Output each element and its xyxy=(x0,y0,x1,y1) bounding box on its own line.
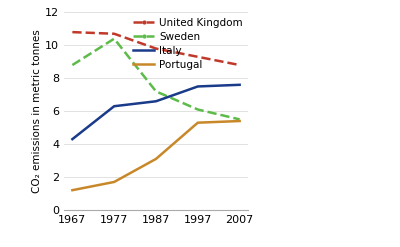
Italy xyxy=(237,83,242,86)
Sweden xyxy=(196,108,200,111)
Portugal xyxy=(237,120,242,123)
United Kingdom xyxy=(70,31,75,34)
United Kingdom xyxy=(154,47,158,50)
United Kingdom xyxy=(196,55,200,58)
Portugal xyxy=(70,189,75,192)
Line: Italy: Italy xyxy=(72,85,240,139)
Y-axis label: CO₂ emissions in metric tonnes: CO₂ emissions in metric tonnes xyxy=(32,29,42,193)
Italy xyxy=(70,138,75,141)
United Kingdom xyxy=(112,32,116,35)
Italy xyxy=(196,85,200,88)
Legend: United Kingdom, Sweden, Italy, Portugal: United Kingdom, Sweden, Italy, Portugal xyxy=(133,18,243,70)
Portugal xyxy=(196,121,200,124)
Sweden xyxy=(70,63,75,66)
Sweden xyxy=(237,118,242,121)
Portugal xyxy=(112,181,116,184)
Line: United Kingdom: United Kingdom xyxy=(72,32,240,65)
Italy xyxy=(112,105,116,108)
United Kingdom xyxy=(237,63,242,66)
Line: Sweden: Sweden xyxy=(72,39,240,119)
Italy xyxy=(154,100,158,103)
Portugal xyxy=(154,157,158,160)
Sweden xyxy=(112,37,116,40)
Line: Portugal: Portugal xyxy=(72,121,240,190)
Sweden xyxy=(154,90,158,93)
